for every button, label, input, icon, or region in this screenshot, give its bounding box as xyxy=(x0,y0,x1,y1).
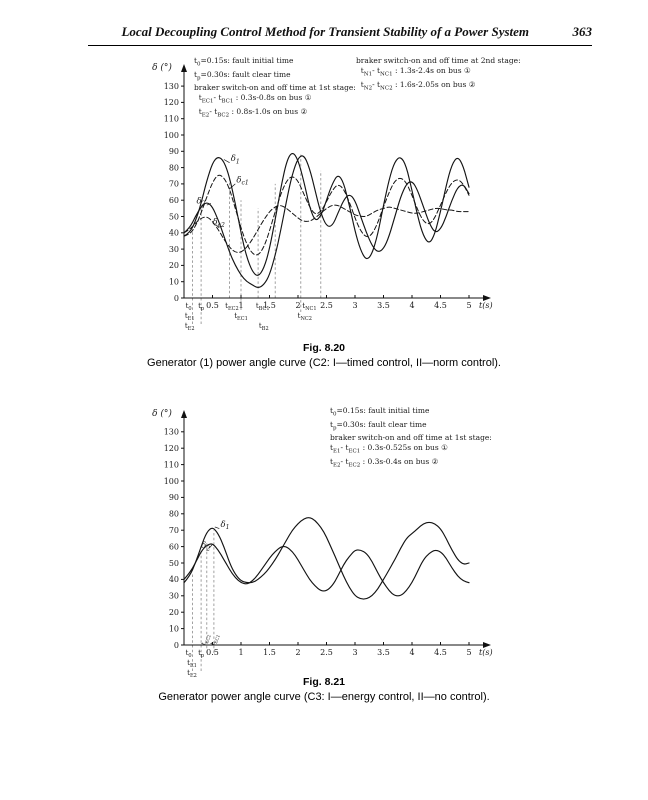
fig-8-21-caption-text: Generator power angle curve (C3: I—energ… xyxy=(158,691,490,703)
svg-text:δ2: δ2 xyxy=(197,197,206,208)
svg-text:δc1: δc1 xyxy=(236,175,248,186)
svg-text:60: 60 xyxy=(169,542,179,551)
svg-text:4.5: 4.5 xyxy=(434,301,447,310)
fig-8-21-chart: δ (°) 0 10 20 30 40 50 60 70 80 90 100 110 120 130 0.5 1… xyxy=(152,408,493,679)
svg-text:30: 30 xyxy=(169,592,179,601)
svg-text:4.5: 4.5 xyxy=(434,648,447,657)
svg-text:1: 1 xyxy=(238,301,243,310)
svg-text:3: 3 xyxy=(352,301,357,310)
svg-text:1.5: 1.5 xyxy=(263,301,276,310)
svg-text:tB2: tB2 xyxy=(259,322,269,332)
svg-text:tEC2: tEC2 xyxy=(225,302,239,312)
svg-text:10: 10 xyxy=(169,624,179,633)
fig-8-21-notes: t0=0.15s: fault initial time tp=0.30s: fa… xyxy=(330,406,492,468)
svg-text:130: 130 xyxy=(164,82,179,91)
page-number: 363 xyxy=(572,24,593,39)
svg-text:t(s): t(s) xyxy=(479,648,493,657)
svg-text:4: 4 xyxy=(409,301,414,310)
svg-text:2: 2 xyxy=(295,648,300,657)
svg-text:70: 70 xyxy=(169,180,179,189)
svg-text:tEC2: tEC2 xyxy=(200,633,213,647)
svg-text:110: 110 xyxy=(164,115,179,124)
svg-text:δ2: δ2 xyxy=(201,541,210,552)
svg-text:80: 80 xyxy=(169,163,179,172)
svg-text:110: 110 xyxy=(164,460,179,469)
fig-8-21-caption-title: Fig. 8.21 xyxy=(302,676,345,688)
svg-text:tEC1: tEC1 xyxy=(234,312,248,322)
svg-text:40: 40 xyxy=(169,229,179,238)
svg-text:δc2: δc2 xyxy=(213,218,226,229)
svg-text:t0: t0 xyxy=(186,649,192,659)
svg-text:3: 3 xyxy=(352,648,357,657)
svg-text:5: 5 xyxy=(466,301,471,310)
svg-text:t(s): t(s) xyxy=(479,301,493,310)
svg-text:tE2: tE2 xyxy=(185,322,195,332)
svg-text:tp: tp xyxy=(198,649,204,659)
svg-text:tNC2: tNC2 xyxy=(298,312,312,322)
svg-text:100: 100 xyxy=(164,131,179,140)
svg-text:tE2: tE2 xyxy=(187,669,197,679)
svg-text:3.5: 3.5 xyxy=(377,648,390,657)
svg-text:tNC1: tNC1 xyxy=(302,302,316,312)
chapter-title: Local Decoupling Control Method for Tran… xyxy=(121,24,530,39)
svg-text:t0: t0 xyxy=(186,302,192,312)
svg-text:tE1: tE1 xyxy=(187,659,197,669)
svg-text:30: 30 xyxy=(169,245,179,254)
svg-text:5: 5 xyxy=(466,648,471,657)
svg-text:0: 0 xyxy=(174,294,179,303)
svg-text:0: 0 xyxy=(174,641,179,650)
svg-text:tE1: tE1 xyxy=(185,312,195,322)
svg-text:130: 130 xyxy=(164,428,179,437)
svg-text:90: 90 xyxy=(169,493,179,502)
fig-8-20-notes-right: braker switch-on and off time at 2nd sta… xyxy=(356,56,521,91)
svg-text:tEC1: tEC1 xyxy=(209,633,222,647)
figure-8-20: δ (°) 0 10 20 30 40 50 60 70 80 90 100 110 120 130 0.5 1… xyxy=(118,52,578,342)
svg-text:1: 1 xyxy=(238,648,243,657)
svg-text:20: 20 xyxy=(169,608,179,617)
svg-text:tBC1: tBC1 xyxy=(256,302,270,312)
svg-text:50: 50 xyxy=(169,212,179,221)
svg-text:20: 20 xyxy=(169,261,179,270)
svg-text:0.5: 0.5 xyxy=(206,301,219,310)
svg-text:2.5: 2.5 xyxy=(320,301,333,310)
svg-text:90: 90 xyxy=(169,147,179,156)
svg-text:0.5: 0.5 xyxy=(206,648,219,657)
svg-text:δ1: δ1 xyxy=(231,154,240,165)
svg-text:δ1: δ1 xyxy=(221,520,230,531)
svg-text:80: 80 xyxy=(169,510,179,519)
svg-text:60: 60 xyxy=(169,196,179,205)
svg-text:120: 120 xyxy=(164,444,179,453)
svg-text:tp: tp xyxy=(198,302,204,312)
fig-8-21-caption: Fig. 8.21 Generator power angle curve (C… xyxy=(0,676,648,703)
svg-text:δ (°): δ (°) xyxy=(152,62,172,73)
svg-text:120: 120 xyxy=(164,98,179,107)
svg-text:2: 2 xyxy=(295,301,300,310)
svg-text:1.5: 1.5 xyxy=(263,648,276,657)
svg-text:δ (°): δ (°) xyxy=(152,408,172,419)
svg-text:3.5: 3.5 xyxy=(377,301,390,310)
fig-8-20-chart: δ (°) 0 10 20 30 40 50 60 70 80 90 100 110 120 130 0.5 1… xyxy=(152,62,493,332)
figure-8-21: δ (°) 0 10 20 30 40 50 60 70 80 90 100 110 120 130 0.5 1… xyxy=(118,400,578,688)
fig-8-20-caption: Fig. 8.20 Generator (1) power angle curv… xyxy=(0,342,648,369)
svg-text:70: 70 xyxy=(169,526,179,535)
svg-text:50: 50 xyxy=(169,559,179,568)
svg-text:10: 10 xyxy=(169,278,179,287)
fig-8-20-caption-title: Fig. 8.20 xyxy=(302,342,345,354)
svg-text:2.5: 2.5 xyxy=(320,648,333,657)
fig-8-20-caption-text: Generator (1) power angle curve (C2: I—t… xyxy=(147,357,501,369)
svg-text:100: 100 xyxy=(164,477,179,486)
running-head: Local Decoupling Control Method for Tran… xyxy=(88,24,592,46)
svg-text:40: 40 xyxy=(169,575,179,584)
fig-8-20-notes-left: t0=0.15s: fault initial time tp=0.30s: fa… xyxy=(194,56,356,118)
svg-text:4: 4 xyxy=(409,648,414,657)
